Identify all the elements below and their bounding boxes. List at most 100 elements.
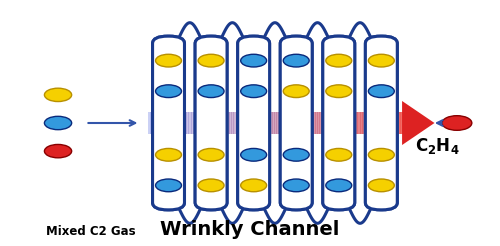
FancyBboxPatch shape xyxy=(323,36,354,210)
Bar xyxy=(154,112,158,134)
Bar xyxy=(199,112,202,134)
FancyBboxPatch shape xyxy=(366,36,398,210)
Bar xyxy=(186,112,190,134)
Bar xyxy=(158,112,162,134)
Circle shape xyxy=(44,88,72,102)
Bar xyxy=(220,112,224,134)
Bar xyxy=(202,112,204,134)
Circle shape xyxy=(240,85,266,98)
Bar xyxy=(227,112,230,134)
Bar xyxy=(259,112,262,134)
Bar xyxy=(294,112,296,134)
Circle shape xyxy=(198,54,224,67)
Bar xyxy=(252,112,256,134)
Bar xyxy=(248,112,252,134)
Bar xyxy=(351,112,354,134)
Bar xyxy=(330,112,333,134)
FancyBboxPatch shape xyxy=(280,36,312,210)
Circle shape xyxy=(283,148,309,161)
FancyBboxPatch shape xyxy=(238,36,270,210)
Bar xyxy=(289,112,292,134)
Bar xyxy=(244,112,247,134)
Circle shape xyxy=(326,148,351,161)
Bar xyxy=(338,112,342,134)
Bar xyxy=(255,112,258,134)
Circle shape xyxy=(156,148,182,161)
Bar xyxy=(218,112,222,134)
Circle shape xyxy=(442,116,472,130)
Bar xyxy=(270,112,273,134)
Bar xyxy=(231,112,234,134)
Bar xyxy=(381,112,384,134)
Bar xyxy=(353,112,356,134)
Bar xyxy=(176,112,178,134)
FancyBboxPatch shape xyxy=(366,36,398,210)
Bar xyxy=(184,112,188,134)
Bar xyxy=(280,112,283,134)
Bar xyxy=(190,112,194,134)
Circle shape xyxy=(283,179,309,192)
Bar xyxy=(349,112,352,134)
Bar xyxy=(347,112,350,134)
Bar xyxy=(300,112,303,134)
Bar xyxy=(314,112,318,134)
Circle shape xyxy=(44,116,72,130)
Bar xyxy=(392,112,395,134)
Circle shape xyxy=(283,85,309,98)
Bar xyxy=(372,112,376,134)
Bar xyxy=(264,112,266,134)
Bar xyxy=(229,112,232,134)
Bar xyxy=(282,112,286,134)
Circle shape xyxy=(240,148,266,161)
FancyBboxPatch shape xyxy=(195,36,227,210)
Bar xyxy=(324,112,326,134)
Bar xyxy=(250,112,254,134)
Bar xyxy=(182,112,185,134)
Circle shape xyxy=(240,54,266,67)
Bar xyxy=(210,112,213,134)
FancyArrow shape xyxy=(402,101,434,145)
Bar xyxy=(257,112,260,134)
Bar xyxy=(396,112,399,134)
Bar xyxy=(370,112,374,134)
Bar xyxy=(298,112,300,134)
Bar xyxy=(362,112,365,134)
Bar xyxy=(222,112,226,134)
Bar xyxy=(310,112,314,134)
Bar xyxy=(386,112,388,134)
Bar xyxy=(278,112,281,134)
Circle shape xyxy=(326,179,351,192)
Bar xyxy=(336,112,339,134)
Bar xyxy=(208,112,211,134)
Circle shape xyxy=(368,179,394,192)
Bar xyxy=(156,112,160,134)
Bar xyxy=(152,112,155,134)
Bar xyxy=(402,112,406,134)
Bar xyxy=(291,112,294,134)
Circle shape xyxy=(198,148,224,161)
Bar xyxy=(360,112,363,134)
Circle shape xyxy=(368,54,394,67)
Bar xyxy=(317,112,320,134)
Bar xyxy=(180,112,183,134)
Bar xyxy=(169,112,172,134)
Bar xyxy=(388,112,390,134)
Bar xyxy=(340,112,344,134)
Bar xyxy=(238,112,241,134)
Bar xyxy=(400,112,404,134)
Circle shape xyxy=(326,54,351,67)
Bar xyxy=(240,112,243,134)
Bar xyxy=(296,112,298,134)
Bar xyxy=(174,112,176,134)
Bar xyxy=(379,112,382,134)
Bar xyxy=(364,112,367,134)
Bar xyxy=(287,112,290,134)
Circle shape xyxy=(368,148,394,161)
Bar xyxy=(306,112,310,134)
Bar xyxy=(366,112,369,134)
Bar xyxy=(178,112,181,134)
Text: Mixed C2 Gas: Mixed C2 Gas xyxy=(46,225,135,238)
Bar xyxy=(368,112,372,134)
Bar xyxy=(234,112,236,134)
Bar xyxy=(195,112,198,134)
